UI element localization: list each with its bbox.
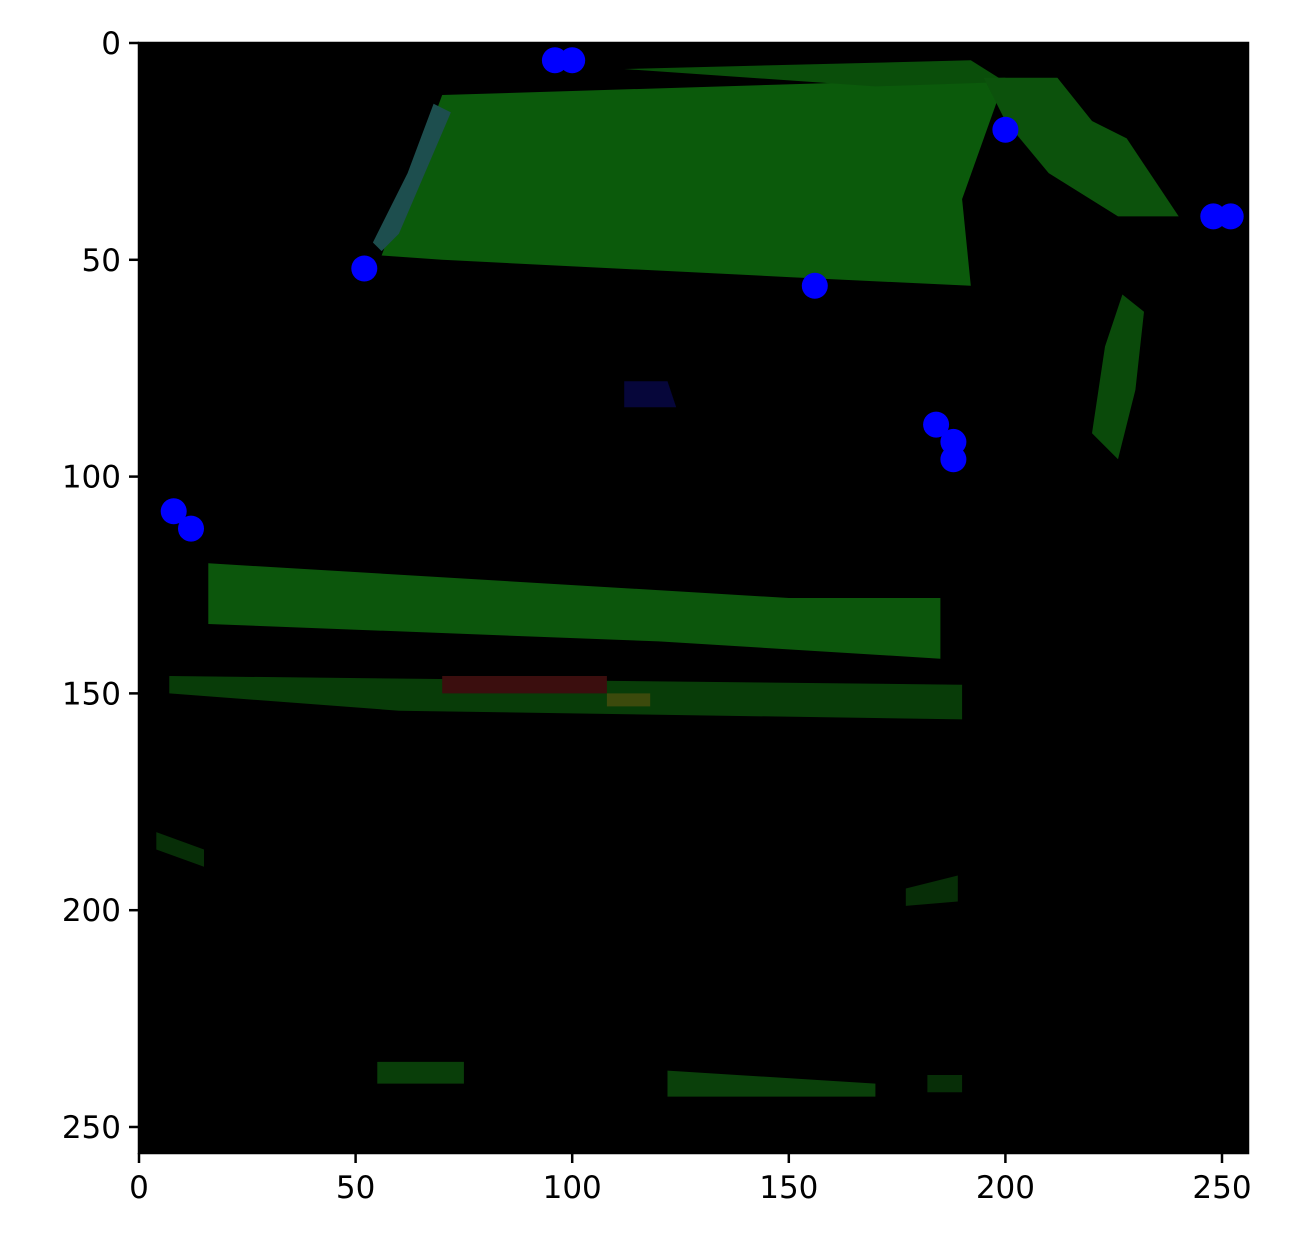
image-region-7: [442, 676, 607, 694]
image-region-5: [208, 563, 941, 659]
y-tick-label: 250: [62, 1110, 121, 1146]
x-tick-label: 100: [543, 1170, 602, 1206]
image-region-13: [927, 1075, 963, 1093]
image-region-8: [606, 693, 651, 707]
scatter-point-11: [178, 515, 204, 542]
y-tick-label: 150: [62, 676, 121, 712]
x-tick-label: 150: [759, 1170, 818, 1206]
image-region-3: [372, 103, 451, 252]
y-axis: 0 50 100 150 200 250: [62, 26, 139, 1146]
image-region-11: [156, 832, 204, 867]
x-tick-label: 50: [336, 1170, 375, 1206]
image-region-10: [377, 1061, 464, 1084]
image-region-1: [624, 60, 1006, 87]
y-tick-label: 200: [62, 893, 121, 929]
y-tick-label: 50: [82, 243, 121, 279]
scatter-point-5: [351, 255, 378, 282]
scatter-point-4: [1217, 203, 1244, 230]
x-axis: 0 50 100 150 200 250: [129, 1153, 1252, 1206]
image-region-4: [1092, 294, 1144, 460]
image-region-2: [983, 77, 1179, 217]
image-region-12: [905, 875, 958, 906]
x-tick-label: 200: [976, 1170, 1035, 1206]
scatter-point-2: [992, 116, 1019, 143]
x-tick-label: 250: [1192, 1170, 1251, 1206]
image-region-9: [667, 1070, 876, 1097]
scatter-point-9: [940, 446, 967, 473]
image-region-6: [169, 676, 963, 720]
plot-image: [139, 43, 1248, 1153]
scatter-point-6: [801, 272, 828, 299]
scatter-point-10: [160, 498, 187, 525]
image-region-14: [624, 381, 677, 408]
y-tick-label: 100: [62, 460, 121, 496]
scatter-point-7: [923, 411, 950, 438]
scatter-points: [160, 47, 1244, 542]
y-tick-label: 0: [101, 26, 121, 62]
scatter-point-1: [559, 47, 586, 74]
plot-frame: [137, 41, 1250, 1155]
image-region-0: [381, 77, 1006, 286]
x-tick-label: 0: [129, 1170, 149, 1206]
